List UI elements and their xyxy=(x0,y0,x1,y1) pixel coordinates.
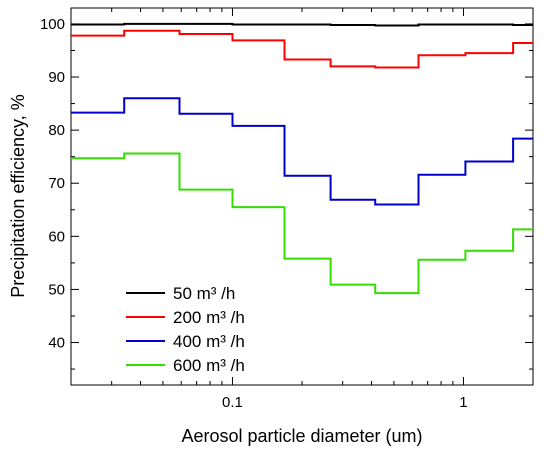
x-tick-label: 0.1 xyxy=(222,394,243,411)
x-axis-ticks: 0.1 1 xyxy=(70,8,534,411)
y-tick-label: 100 xyxy=(40,16,65,33)
x-tick-label: 1 xyxy=(459,394,467,411)
legend-label-2: 400 m³ /h xyxy=(173,332,245,351)
y-tick-label: 40 xyxy=(48,335,65,352)
y-tick-label: 60 xyxy=(48,228,65,245)
y-tick-label: 80 xyxy=(48,122,65,139)
y-tick-label: 90 xyxy=(48,69,65,86)
x-axis-title: Aerosol particle diameter (um) xyxy=(181,426,422,446)
y-tick-label: 50 xyxy=(48,281,65,298)
series-layer xyxy=(71,22,533,295)
legend-label-0: 50 m³ /h xyxy=(173,284,235,303)
series-line-3 xyxy=(71,152,533,295)
legend-label-3: 600 m³ /h xyxy=(173,356,245,375)
legend: 50 m³ /h 200 m³ /h 400 m³ /h 600 m³ /h xyxy=(126,284,245,375)
y-axis-ticks: 40 50 60 70 80 90 100 xyxy=(40,16,533,370)
series-line-1 xyxy=(71,29,533,69)
y-axis-title: Precipitation efficiency, % xyxy=(8,94,28,297)
series-line-2 xyxy=(71,97,533,206)
plot-frame xyxy=(70,7,534,386)
y-tick-label: 70 xyxy=(48,175,65,192)
legend-label-1: 200 m³ /h xyxy=(173,308,245,327)
series-line-0 xyxy=(71,22,533,27)
